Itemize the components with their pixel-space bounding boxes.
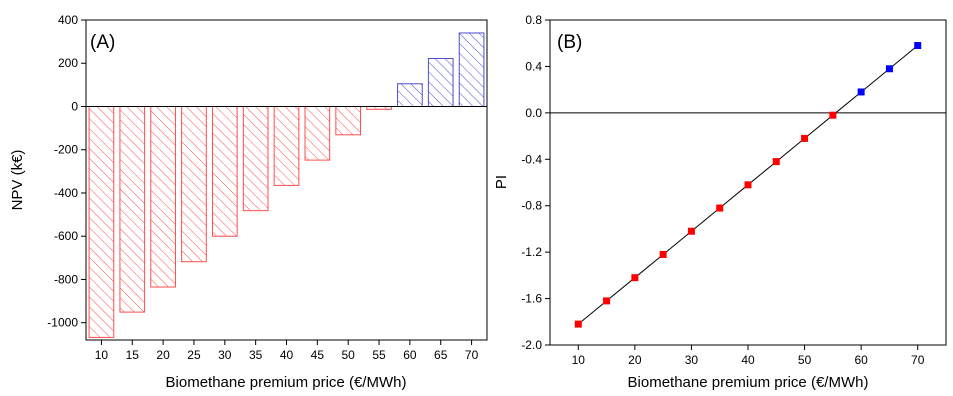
panel-a-npv-bar-chart: -1000 -800 -600 -400 -200 0 200 400 10 15 20 25 30 3…: [9, 13, 488, 391]
bar-40: [273, 105, 300, 186]
bar-series: [88, 32, 485, 338]
x-tick-label: 45: [311, 348, 325, 362]
x-tick-label: 20: [628, 353, 642, 367]
point-35: [716, 204, 724, 212]
point-40: [744, 181, 752, 189]
bar-15: [119, 105, 146, 313]
x-axis-title: Biomethane premium price (€/MWh): [628, 374, 869, 391]
x-axis-ticks: 10 15 20 25 30 35 40 45 50 55 60 65 70: [95, 340, 479, 362]
x-tick-label: 25: [187, 348, 201, 362]
point-10: [574, 320, 582, 328]
y-tick-label: -1.2: [521, 245, 542, 259]
panel-label: (A): [90, 32, 115, 53]
bar-35: [242, 105, 269, 212]
bar-45: [304, 105, 331, 161]
y-axis-title: NPV (k€): [9, 150, 26, 211]
x-tick-label: 60: [403, 348, 417, 362]
x-tick-label: 10: [95, 348, 109, 362]
y-tick-label: -200: [54, 143, 78, 157]
x-axis-title: Biomethane premium price (€/MWh): [166, 374, 407, 391]
x-tick-label: 40: [741, 353, 755, 367]
y-tick-label: -1.6: [521, 292, 542, 306]
y-tick-label: 0: [71, 99, 78, 113]
y-tick-label: -0.4: [521, 152, 542, 166]
y-tick-label: 0.0: [525, 106, 542, 120]
y-tick-label: -400: [54, 186, 78, 200]
point-65: [885, 65, 893, 73]
x-tick-label: 40: [280, 348, 294, 362]
point-25: [659, 250, 667, 258]
point-70: [914, 42, 922, 50]
point-45: [772, 158, 780, 166]
point-60: [857, 88, 865, 96]
point-50: [801, 134, 809, 142]
y-tick-label: 400: [58, 13, 78, 27]
bar-70: [458, 32, 485, 107]
y-tick-label: -800: [54, 272, 78, 286]
panel-label: (B): [557, 32, 582, 53]
point-20: [631, 274, 639, 282]
bar-60: [397, 83, 423, 107]
bar-25: [181, 105, 207, 263]
y-tick-label: 200: [58, 56, 78, 70]
x-tick-label: 55: [372, 348, 386, 362]
x-tick-label: 70: [465, 348, 479, 362]
bar-30: [211, 105, 238, 237]
x-tick-label: 50: [798, 353, 812, 367]
x-tick-label: 30: [685, 353, 699, 367]
x-tick-label: 65: [434, 348, 448, 362]
x-tick-label: 30: [218, 348, 232, 362]
bar-65: [427, 57, 454, 107]
x-tick-label: 60: [854, 353, 868, 367]
y-tick-label: -2.0: [521, 338, 542, 352]
y-axis-ticks: -1000 -800 -600 -400 -200 0 200 400: [47, 13, 86, 330]
point-55: [829, 111, 837, 119]
bar-10: [88, 105, 115, 338]
pi-series: [574, 42, 922, 328]
panel-b-pi-line-chart: -2.0 -1.6 -1.2 -0.8 -0.4 0.0 0.4 0.8 10 20 30 40 50…: [493, 13, 947, 391]
point-30: [687, 227, 695, 235]
bar-50: [335, 105, 362, 136]
y-tick-label: 0.4: [525, 59, 542, 73]
x-axis-ticks: 10 20 30 40 50 60 70: [572, 345, 925, 367]
y-axis-ticks: -2.0 -1.6 -1.2 -0.8 -0.4 0.0 0.4 0.8: [521, 13, 550, 352]
y-axis-title: PI: [493, 175, 510, 189]
x-tick-label: 50: [342, 348, 356, 362]
x-tick-label: 70: [911, 353, 925, 367]
point-15: [603, 297, 611, 305]
y-tick-label: -0.8: [521, 199, 542, 213]
x-tick-label: 10: [572, 353, 586, 367]
x-tick-label: 15: [126, 348, 140, 362]
x-tick-label: 35: [249, 348, 263, 362]
y-tick-label: -600: [54, 229, 78, 243]
x-tick-label: 20: [156, 348, 170, 362]
bar-20: [150, 105, 176, 288]
y-tick-label: -1000: [47, 316, 78, 330]
y-tick-label: 0.8: [525, 13, 542, 27]
